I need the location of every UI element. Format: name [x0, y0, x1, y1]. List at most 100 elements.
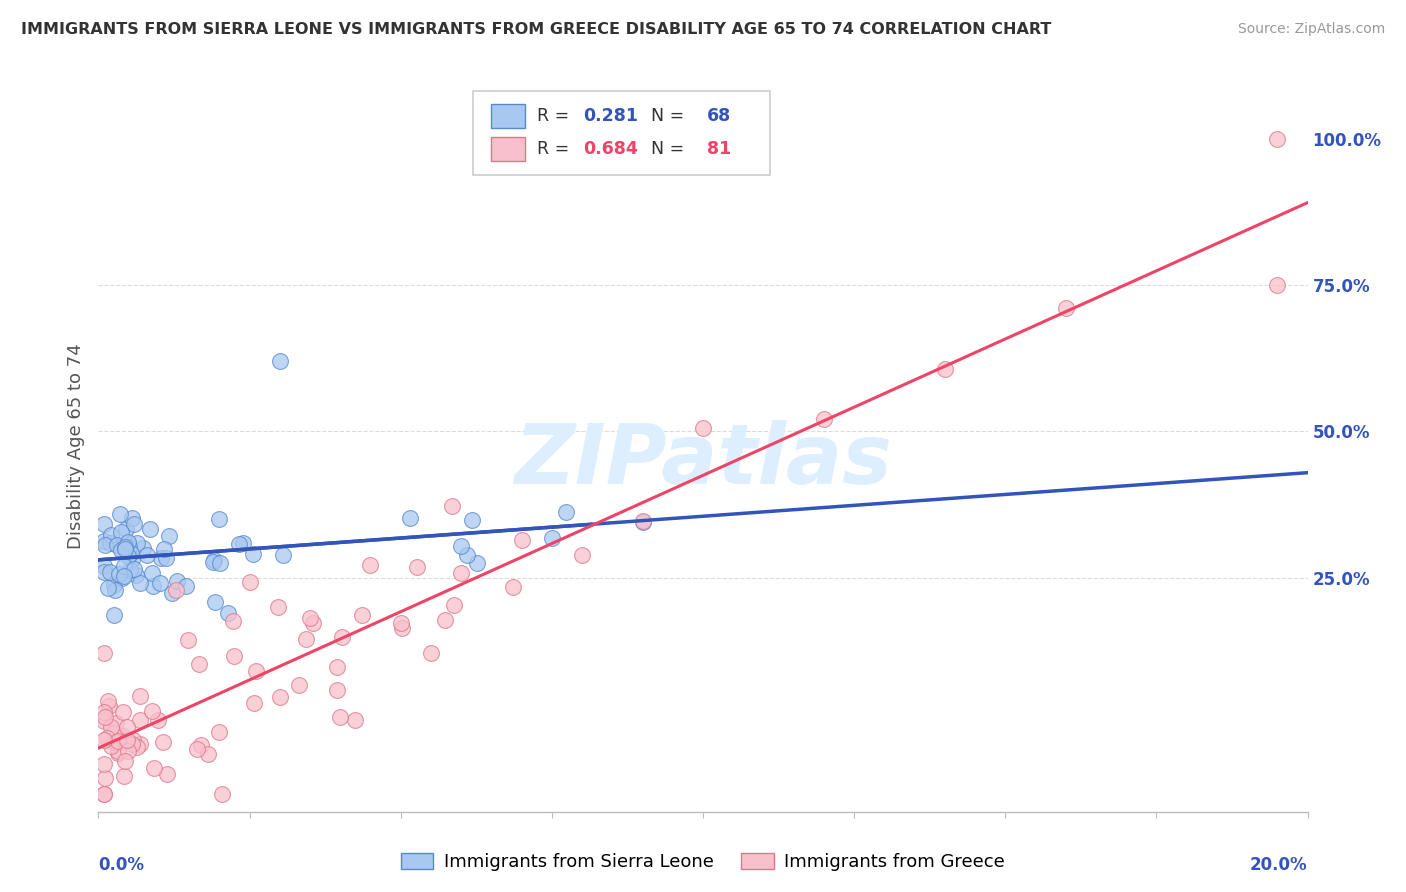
Point	[110, 507, 132, 521]
Point	[112, 769, 135, 783]
Point	[232, 536, 254, 550]
Point	[325, 660, 347, 674]
Point	[267, 599, 290, 614]
Point	[97, 694, 120, 708]
Text: 68: 68	[707, 107, 731, 125]
Point	[510, 533, 533, 547]
Point	[115, 720, 138, 734]
Point	[112, 559, 135, 574]
Point	[122, 732, 145, 747]
Text: N =: N =	[640, 107, 690, 125]
Point	[1267, 132, 1289, 146]
Point	[269, 690, 291, 704]
Point	[352, 608, 374, 623]
Point	[121, 551, 143, 566]
Point	[631, 515, 654, 529]
Point	[128, 575, 150, 590]
Point	[166, 574, 188, 588]
Point	[344, 714, 367, 728]
Text: 0.0%: 0.0%	[98, 855, 145, 873]
Point	[125, 568, 148, 582]
Y-axis label: Disability Age 65 to 74: Disability Age 65 to 74	[66, 343, 84, 549]
Point	[97, 581, 120, 595]
Point	[127, 739, 149, 754]
Point	[117, 534, 139, 549]
Point	[405, 560, 427, 574]
Point	[111, 729, 134, 743]
Point	[1267, 278, 1289, 293]
Point	[100, 719, 122, 733]
Point	[103, 578, 125, 592]
Point	[456, 548, 478, 562]
Point	[156, 767, 179, 781]
Point	[146, 714, 169, 728]
Point	[122, 516, 145, 531]
Text: 0.684: 0.684	[583, 140, 638, 158]
Point	[96, 731, 118, 746]
Point	[103, 725, 125, 739]
Point	[190, 738, 212, 752]
Point	[450, 540, 472, 554]
Point	[398, 511, 420, 525]
Point	[239, 574, 262, 589]
Point	[465, 556, 488, 570]
Point	[269, 354, 291, 368]
Point	[93, 565, 115, 579]
Point	[121, 738, 143, 752]
Point	[204, 595, 226, 609]
Point	[157, 529, 180, 543]
Point	[98, 565, 121, 579]
Point	[110, 571, 132, 585]
FancyBboxPatch shape	[492, 104, 526, 128]
Point	[142, 579, 165, 593]
Point	[1054, 301, 1077, 315]
Text: ZIPatlas: ZIPatlas	[515, 420, 891, 501]
Point	[287, 678, 309, 692]
Point	[502, 580, 524, 594]
Point	[360, 558, 382, 573]
Text: 81: 81	[707, 140, 731, 158]
Point	[197, 747, 219, 762]
Point	[160, 586, 183, 600]
Text: 0.281: 0.281	[583, 107, 638, 125]
Point	[149, 576, 172, 591]
Point	[177, 632, 200, 647]
FancyBboxPatch shape	[492, 137, 526, 161]
Point	[114, 754, 136, 768]
Text: R =: R =	[537, 140, 575, 158]
Point	[93, 646, 115, 660]
Point	[813, 412, 835, 426]
Point	[141, 704, 163, 718]
Point	[93, 787, 115, 801]
Point	[242, 547, 264, 561]
Point	[122, 562, 145, 576]
Point	[217, 606, 239, 620]
Point	[129, 713, 152, 727]
Point	[94, 771, 117, 785]
Point	[224, 649, 246, 664]
Point	[117, 744, 139, 758]
Text: Source: ZipAtlas.com: Source: ZipAtlas.com	[1237, 22, 1385, 37]
Point	[129, 690, 152, 704]
Point	[120, 546, 142, 560]
Point	[114, 542, 136, 557]
Point	[461, 513, 484, 527]
Point	[118, 563, 141, 577]
Point	[152, 541, 174, 556]
Point	[301, 615, 323, 630]
Text: IMMIGRANTS FROM SIERRA LEONE VS IMMIGRANTS FROM GREECE DISABILITY AGE 65 TO 74 C: IMMIGRANTS FROM SIERRA LEONE VS IMMIGRAN…	[21, 22, 1052, 37]
Point	[143, 761, 166, 775]
Point	[149, 550, 172, 565]
Point	[128, 737, 150, 751]
Point	[115, 522, 138, 536]
Point	[105, 539, 128, 553]
Point	[125, 536, 148, 550]
Point	[139, 522, 162, 536]
Point	[208, 556, 231, 570]
Point	[186, 741, 208, 756]
Point	[555, 506, 578, 520]
Point	[93, 533, 115, 548]
Point	[104, 582, 127, 597]
FancyBboxPatch shape	[474, 91, 769, 176]
Point	[93, 516, 115, 531]
